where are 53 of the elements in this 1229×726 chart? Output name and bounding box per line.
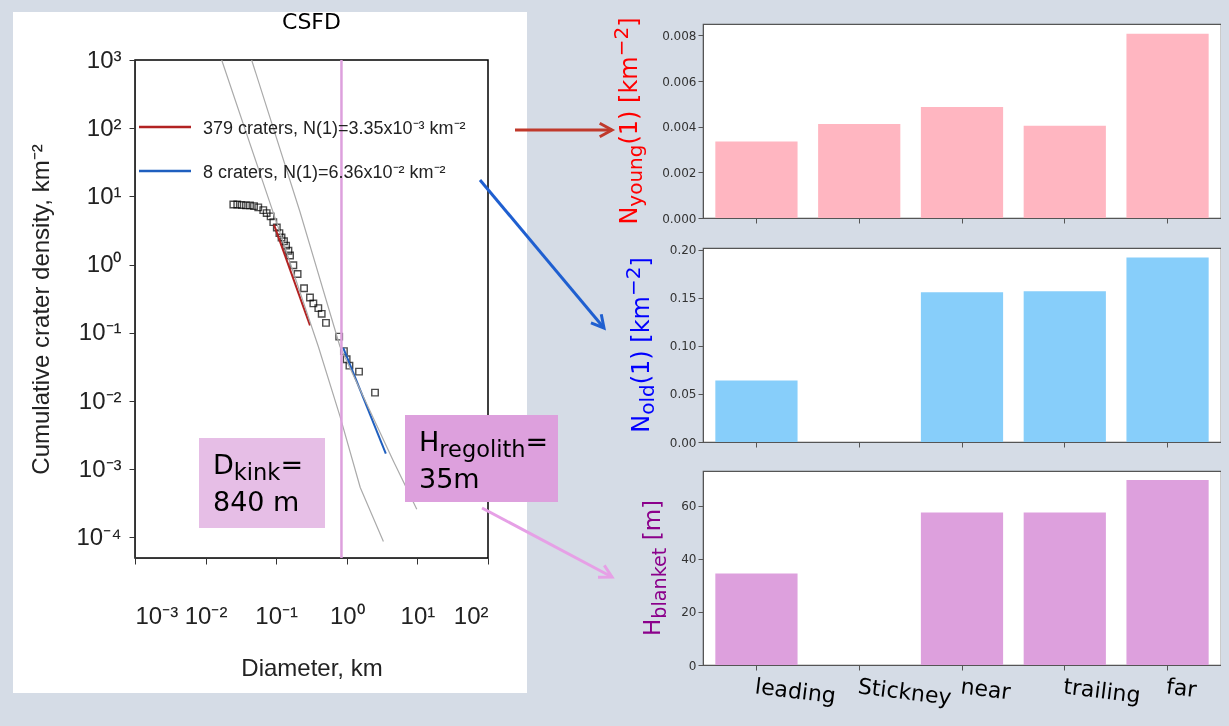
- y-tick-label: 60: [681, 499, 697, 514]
- bar: [1126, 257, 1209, 442]
- bar: [715, 141, 798, 218]
- y-tick-label: 10⁻¹: [78, 318, 122, 346]
- y-tick-label: 0.10: [669, 339, 697, 354]
- x-tick-label: leading: [753, 673, 838, 709]
- x-tick-label: 10⁻²: [184, 601, 228, 629]
- y-tick-label: 10⁰: [86, 250, 122, 278]
- y-tick-label: 0.006: [662, 74, 697, 89]
- x-tick-label: 10⁻¹: [255, 601, 299, 629]
- x-tick-label: 10²: [453, 601, 489, 629]
- legend-label: 8 craters, N(1)=6.36x10⁻² km⁻²: [203, 161, 446, 183]
- y-tick-label: 10³: [86, 45, 122, 73]
- bar: [920, 512, 1004, 665]
- bar: [920, 107, 1004, 218]
- x-tick-label: trailing: [1062, 673, 1142, 708]
- y-tick-label: 10⁻⁴: [76, 522, 122, 550]
- text: H$_{regolith}$= 35m: [419, 426, 549, 495]
- x-tick-label: far: [1164, 673, 1199, 703]
- legend-label: 379 craters, N(1)=3.35x10⁻³ km⁻²: [203, 117, 466, 139]
- y-tick-label: 10⁻³: [78, 454, 122, 482]
- y-tick-label: 0.15: [669, 291, 697, 306]
- x-tick-label: 10⁰: [329, 601, 365, 629]
- bar: [1023, 512, 1106, 665]
- annotation: D$_{kink}$= 840 m: [199, 438, 325, 528]
- y-tick-label: 0.004: [662, 120, 697, 135]
- x-axis-title: Diameter, km: [241, 653, 383, 681]
- y-tick-label: 0.05: [669, 387, 697, 402]
- y-tick-label: 10¹: [86, 181, 122, 209]
- bar: [920, 292, 1004, 442]
- y-tick-label: 0.00: [669, 435, 697, 450]
- y-tick-label: 0.002: [662, 165, 697, 180]
- y-tick-label: 20: [681, 605, 697, 620]
- y-tick-label: 0.20: [669, 243, 697, 258]
- x-tick-label: 10⁻³: [135, 601, 179, 629]
- bar: [1023, 125, 1106, 218]
- bar: [1126, 33, 1209, 218]
- x-tick-label: near: [959, 673, 1013, 705]
- y-tick-label: 0.008: [662, 28, 697, 43]
- x-tick-label: Stickney: [856, 673, 953, 710]
- y-tick-label: 0: [688, 658, 697, 673]
- bar: [1023, 291, 1106, 442]
- y-tick-label: 0.000: [662, 211, 697, 226]
- bar: [818, 123, 901, 218]
- x-tick-label: 10¹: [400, 601, 436, 629]
- bar: [715, 380, 798, 442]
- y-axis-title: Cumulative crater density, km⁻²: [27, 144, 55, 475]
- bar: [1126, 480, 1209, 665]
- y-tick-label: 40: [681, 552, 697, 567]
- y-tick-label: 10²: [86, 113, 122, 141]
- chart-title: CSFD: [282, 9, 341, 34]
- y-tick-label: 10⁻²: [78, 386, 122, 414]
- bar: [715, 573, 798, 665]
